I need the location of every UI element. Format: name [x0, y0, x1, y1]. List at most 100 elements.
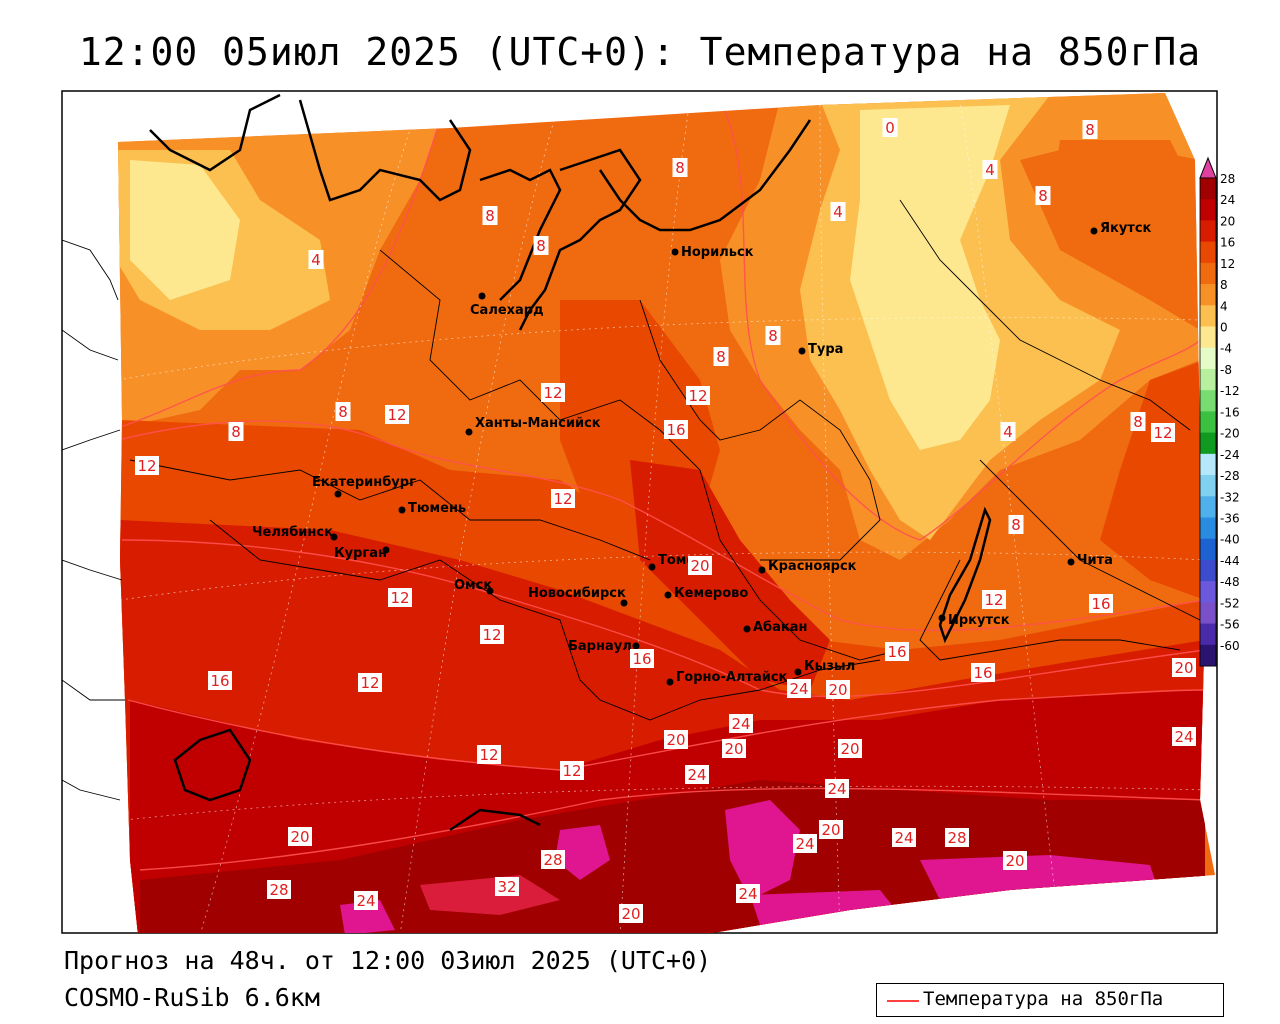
colorbar-tick-label: -12 [1220, 384, 1240, 398]
contour-value-label: 16 [630, 649, 654, 668]
colorbar-segment [1200, 199, 1216, 221]
svg-text:20: 20 [828, 681, 847, 699]
svg-text:0: 0 [885, 119, 895, 137]
svg-text:12: 12 [688, 387, 707, 405]
colorbar-segment [1200, 178, 1216, 200]
contour-value-label: 12 [551, 489, 575, 508]
city-label: Челябинск [252, 525, 333, 540]
svg-text:20: 20 [621, 905, 640, 923]
contour-value-label: 8 [1008, 515, 1024, 534]
contour-value-label: 12 [1151, 423, 1175, 442]
contour-value-label: 12 [560, 761, 584, 780]
svg-text:8: 8 [768, 327, 778, 345]
contour-value-label: 12 [385, 405, 409, 424]
contour-value-label: 0 [882, 118, 898, 137]
svg-text:24: 24 [738, 885, 757, 903]
svg-text:8: 8 [485, 207, 495, 225]
city-label: Екатеринбург [312, 475, 416, 490]
contour-value-label: 12 [135, 456, 159, 475]
contour-value-label: 12 [477, 745, 501, 764]
city-marker [666, 678, 674, 686]
colorbar-segment [1200, 475, 1216, 497]
colorbar-tick-label: -36 [1220, 511, 1240, 525]
colorbar-tick-label: 0 [1220, 321, 1228, 335]
city-marker [664, 591, 672, 599]
svg-text:20: 20 [290, 828, 309, 846]
svg-text:8: 8 [675, 159, 685, 177]
svg-text:16: 16 [1091, 595, 1110, 613]
city-label: Норильск [681, 245, 754, 260]
svg-text:20: 20 [821, 821, 840, 839]
city-marker [620, 599, 628, 607]
colorbar-tick-label: 12 [1220, 257, 1235, 271]
svg-text:28: 28 [947, 829, 966, 847]
colorbar-tick-label: -60 [1220, 639, 1240, 653]
city-label: Омск [454, 578, 492, 593]
contour-value-label: 8 [713, 347, 729, 366]
colorbar-segment [1200, 220, 1216, 243]
city-marker [758, 566, 766, 574]
contour-value-label: 8 [228, 422, 244, 441]
city-label: Новосибирск [528, 586, 626, 601]
city-marker [632, 642, 640, 650]
city-label: Кызыл [804, 659, 855, 674]
city-marker [330, 533, 338, 541]
svg-text:12: 12 [1153, 424, 1172, 442]
contour-value-label: 24 [825, 779, 849, 798]
contour-value-label: 28 [945, 828, 969, 847]
city-label: Якутск [1100, 221, 1152, 236]
contour-value-label: 12 [388, 588, 412, 607]
city-marker [465, 428, 473, 436]
svg-text:24: 24 [687, 766, 706, 784]
svg-text:28: 28 [543, 851, 562, 869]
svg-text:24: 24 [795, 835, 814, 853]
svg-text:12: 12 [543, 384, 562, 402]
colorbar-segment [1200, 538, 1216, 561]
svg-text:4: 4 [1003, 423, 1013, 441]
contour-value-label: 24 [354, 891, 378, 910]
colorbar-tick-label: 28 [1220, 172, 1235, 186]
svg-text:24: 24 [1174, 728, 1193, 746]
svg-text:4: 4 [985, 161, 995, 179]
city-label: Салехард [470, 303, 544, 318]
city-marker [1090, 227, 1098, 235]
contour-value-label: 24 [892, 828, 916, 847]
svg-text:16: 16 [632, 650, 651, 668]
colorbar-segment [1200, 517, 1216, 540]
svg-text:8: 8 [536, 237, 546, 255]
svg-text:24: 24 [356, 892, 375, 910]
contour-value-label: 32 [495, 877, 519, 896]
svg-text:20: 20 [690, 557, 709, 575]
map-title: 12:00 05июл 2025 (UTC+0): Температура на… [78, 30, 1202, 74]
city-label: Тура [808, 342, 843, 357]
svg-text:12: 12 [390, 589, 409, 607]
svg-text:20: 20 [1005, 852, 1024, 870]
city-marker [478, 292, 486, 300]
colorbar-segment [1200, 644, 1216, 667]
colorbar-tick-label: 24 [1220, 193, 1235, 207]
city-marker [743, 625, 751, 633]
svg-text:16: 16 [887, 643, 906, 661]
svg-text:24: 24 [731, 715, 750, 733]
colorbar-segment [1200, 581, 1216, 603]
coastline [149, 93, 992, 832]
city-label: Тюмень [408, 501, 466, 516]
model-name: COSMO-RuSib 6.6км [64, 983, 320, 1012]
contour-value-label: 16 [885, 642, 909, 661]
svg-text:12: 12 [479, 746, 498, 764]
colorbar-segment [1200, 390, 1216, 412]
colorbar-tick-label: 20 [1220, 214, 1235, 228]
colorbar-tick-label: -44 [1220, 554, 1240, 568]
colorbar-tick-label: 8 [1220, 278, 1228, 292]
colorbar-tick-label: -4 [1220, 342, 1232, 356]
colorbar-segment [1200, 326, 1216, 349]
colorbar-segment [1200, 284, 1216, 306]
contour-value-label: 24 [729, 714, 753, 733]
contour-value-label: 8 [482, 206, 498, 225]
svg-text:20: 20 [724, 740, 743, 758]
legend: Температура на 850гПа [876, 983, 1224, 1017]
contour-value-label: 4 [982, 160, 998, 179]
city-marker [671, 248, 679, 256]
contour-value-label: 24 [787, 679, 811, 698]
contour-value-label: 8 [335, 402, 351, 421]
